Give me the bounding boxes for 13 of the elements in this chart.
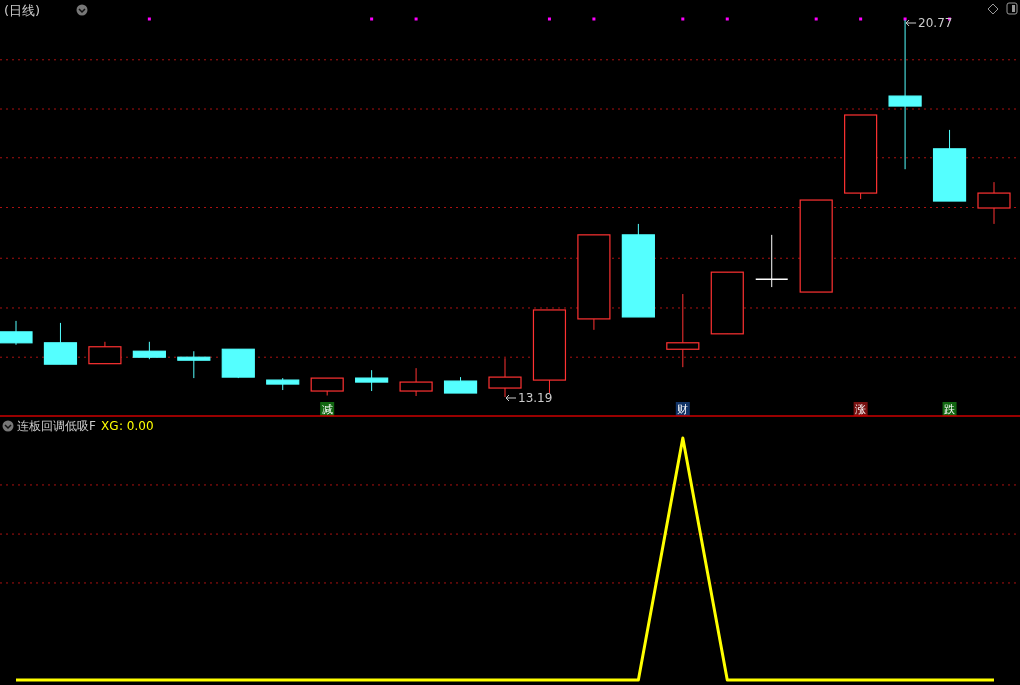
annotation: 20.77	[918, 16, 953, 30]
text: 跌	[944, 403, 956, 416]
chart-title: 连板回调低吸F	[17, 419, 96, 433]
text: 财	[677, 403, 689, 416]
candlestick	[177, 350, 211, 379]
text: : 0.00	[119, 419, 154, 433]
text: 减	[321, 403, 333, 416]
candlestick	[754, 234, 789, 288]
candlestick	[666, 293, 700, 368]
text: 涨	[855, 403, 867, 416]
chart-title: (日线)	[4, 3, 41, 18]
annotation: 13.19	[518, 391, 553, 405]
text: XG	[101, 419, 119, 433]
